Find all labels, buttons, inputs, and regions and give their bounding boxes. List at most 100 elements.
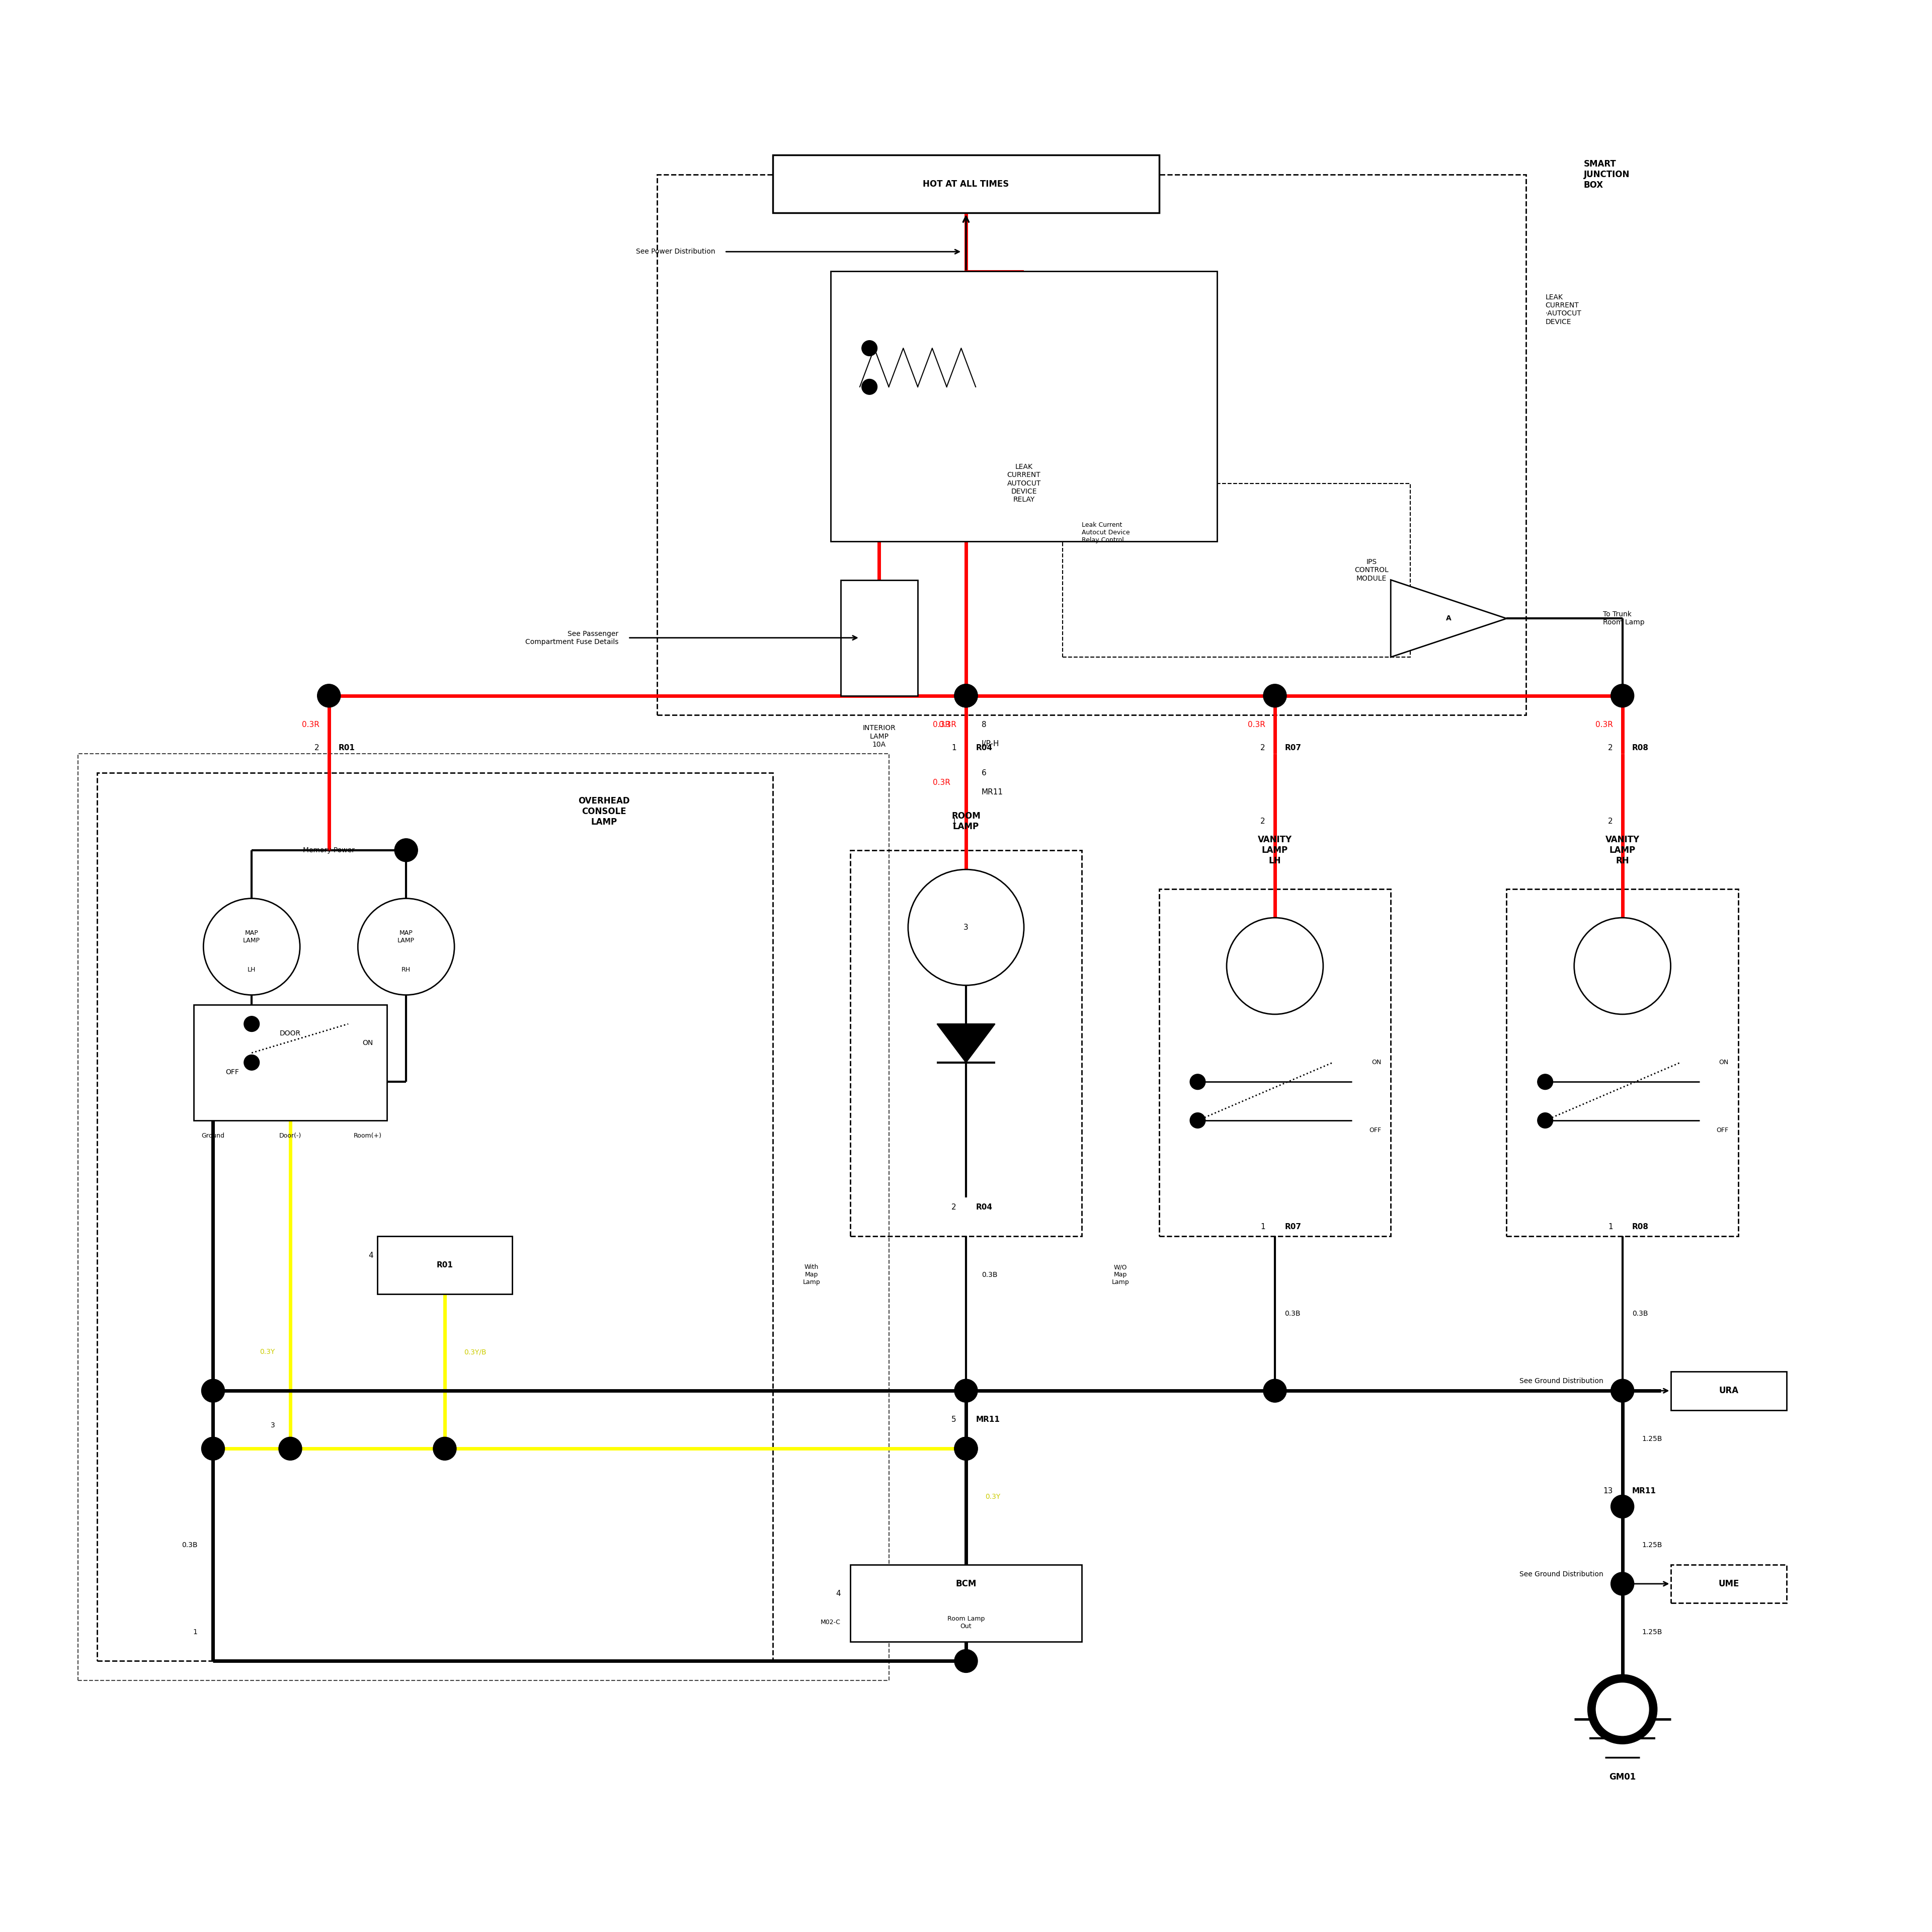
Circle shape [201,1437,224,1461]
Text: 2: 2 [1260,744,1265,752]
Bar [193,1005,386,1121]
Text: 0.3R: 0.3R [939,721,956,728]
Text: OFF: OFF [226,1068,240,1076]
Text: Ground: Ground [201,1132,224,1140]
Circle shape [862,340,877,355]
Bar [850,850,1082,1236]
Text: R07: R07 [1285,744,1300,752]
Text: 0.3Y/B: 0.3Y/B [464,1349,487,1356]
Text: R07: R07 [1285,1223,1300,1231]
Text: 0.3Y: 0.3Y [985,1493,1001,1501]
Circle shape [1611,684,1634,707]
Text: R08: R08 [1633,1223,1648,1231]
Text: RH: RH [402,966,412,974]
Text: MAP
LAMP: MAP LAMP [243,929,261,945]
Text: LEAK
CURRENT
AUTOCUT
DEVICE
RELAY: LEAK CURRENT AUTOCUT DEVICE RELAY [1007,464,1041,502]
Text: HOT AT ALL TIMES: HOT AT ALL TIMES [923,180,1009,189]
Text: URA: URA [1719,1385,1739,1395]
Circle shape [1264,684,1287,707]
Text: 0.3B: 0.3B [1285,1310,1300,1318]
Bar [1671,1372,1787,1410]
Text: ON: ON [361,1039,373,1047]
Text: 1: 1 [1260,1223,1265,1231]
Text: LEAK
CURRENT
·AUTOCUT
DEVICE: LEAK CURRENT ·AUTOCUT DEVICE [1546,294,1580,325]
Text: Leak Current
Autocut Device
Relay Control: Leak Current Autocut Device Relay Contro… [1082,522,1130,543]
Text: OVERHEAD
CONSOLE
LAMP: OVERHEAD CONSOLE LAMP [578,796,630,827]
Text: 1: 1 [951,744,956,752]
Text: OFF: OFF [1370,1126,1381,1134]
Text: 1: 1 [1607,1223,1613,1231]
Text: 0.3Y: 0.3Y [259,1349,274,1356]
Text: Room Lamp
Out: Room Lamp Out [947,1615,985,1629]
Text: 1.25B: 1.25B [1642,1435,1662,1443]
Circle shape [1588,1675,1658,1745]
Text: LH: LH [247,966,255,974]
Text: M02-C: M02-C [821,1619,840,1625]
Circle shape [433,1437,456,1461]
Text: 5: 5 [951,1416,956,1424]
Text: See Ground Distribution: See Ground Distribution [1519,1571,1604,1578]
Text: 13: 13 [1604,1488,1613,1495]
Text: 1.25B: 1.25B [1642,1542,1662,1549]
Text: MR11: MR11 [981,788,1003,796]
Circle shape [243,1055,259,1070]
Circle shape [954,1437,978,1461]
Text: 2: 2 [1260,817,1265,825]
Circle shape [1611,1379,1634,1403]
Bar [840,580,918,696]
Circle shape [1611,1495,1634,1519]
Circle shape [201,1379,224,1403]
Text: R01: R01 [437,1262,452,1269]
Text: 3: 3 [270,1422,274,1430]
Bar [1063,483,1410,657]
Polygon shape [1391,580,1507,657]
Text: 0.3R: 0.3R [1248,721,1265,728]
Text: R04: R04 [976,744,993,752]
Bar [97,773,773,1662]
Text: ON: ON [1372,1059,1381,1066]
Text: With
Map
Lamp: With Map Lamp [804,1264,821,1285]
Circle shape [243,1016,259,1032]
Text: UME: UME [1718,1578,1739,1588]
Text: A: A [1445,614,1451,622]
Bar [1671,1565,1787,1604]
Text: ON: ON [1719,1059,1729,1066]
Text: See Power Distribution: See Power Distribution [636,247,715,255]
Circle shape [1538,1074,1553,1090]
Text: VANITY
LAMP
LH: VANITY LAMP LH [1258,835,1293,866]
Text: 0.3B: 0.3B [182,1542,197,1549]
Text: DOOR: DOOR [280,1030,301,1037]
Text: To Trunk
Room Lamp: To Trunk Room Lamp [1604,611,1644,626]
Text: 2: 2 [315,744,319,752]
Circle shape [1575,918,1671,1014]
Text: Room(+): Room(+) [354,1132,383,1140]
Text: 0.3R: 0.3R [301,721,319,728]
Text: 0.3B: 0.3B [1633,1310,1648,1318]
Bar [1507,889,1739,1236]
Circle shape [954,1379,978,1403]
Circle shape [1190,1074,1206,1090]
Polygon shape [937,1024,995,1063]
Bar [77,753,889,1681]
Circle shape [862,379,877,394]
Text: ROOM
LAMP: ROOM LAMP [951,811,981,831]
Bar [850,1565,1082,1642]
Circle shape [1264,1379,1287,1403]
Text: 0.3B: 0.3B [981,1271,997,1279]
Text: 0.3R: 0.3R [933,721,951,728]
Text: 0.3R: 0.3R [933,779,951,786]
Circle shape [1190,1113,1206,1128]
Circle shape [394,838,417,862]
Text: MR11: MR11 [1633,1488,1656,1495]
Text: VANITY
LAMP
RH: VANITY LAMP RH [1605,835,1640,866]
Text: 2: 2 [1607,744,1613,752]
Bar [773,155,1159,213]
Text: BCM: BCM [956,1578,976,1588]
Bar [657,174,1526,715]
Bar [377,1236,512,1294]
Text: R04: R04 [976,1204,993,1211]
Text: 0.3R: 0.3R [1596,721,1613,728]
Text: Memory Power: Memory Power [303,846,355,854]
Text: 8: 8 [981,721,987,728]
Circle shape [908,869,1024,985]
